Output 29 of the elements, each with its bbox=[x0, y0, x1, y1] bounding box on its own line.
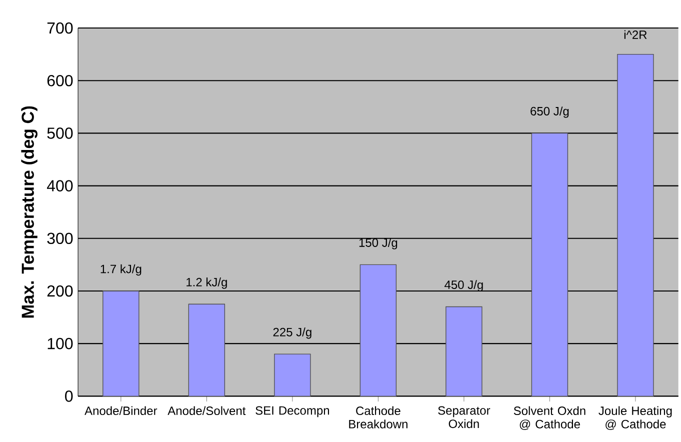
x-tick-label: Anode/Binder bbox=[84, 406, 158, 415]
x-tick-label: Solvent Oxdn @ Cathode bbox=[514, 406, 586, 430]
annotation: 1.7 kJ/g bbox=[100, 264, 142, 276]
y-tick-label: 0 bbox=[65, 390, 73, 402]
y-tick-label: 100 bbox=[48, 338, 73, 350]
annotation: i^2R bbox=[624, 30, 647, 39]
x-tick-label: Anode/Solvent bbox=[168, 406, 246, 415]
bar bbox=[102, 290, 140, 396]
y-tick-label: 600 bbox=[47, 74, 73, 86]
y-tick-label: 400 bbox=[46, 180, 73, 192]
x-tick-label: Cathode Breakdown bbox=[349, 406, 408, 428]
x-tick-label: Joule Heating @ Cathode bbox=[598, 406, 672, 430]
annotation: 150 J/g bbox=[359, 238, 398, 250]
x-tick-label: SEI Decompn bbox=[256, 406, 330, 418]
bar bbox=[274, 354, 311, 396]
y-tick-label: 200 bbox=[47, 285, 73, 297]
x-tick-label: Separator Oxidn bbox=[438, 406, 490, 428]
bar bbox=[360, 264, 397, 396]
bar bbox=[188, 304, 226, 396]
y-tick-label: 700 bbox=[47, 22, 73, 34]
annotation: 225 J/g bbox=[273, 327, 312, 339]
annotation: 650 J/g bbox=[530, 106, 569, 118]
y-axis-title: Max. Temperature (deg C) bbox=[21, 106, 38, 318]
y-tick-label: 500 bbox=[47, 127, 73, 139]
bar bbox=[617, 54, 654, 396]
bar bbox=[531, 132, 568, 396]
annotation: 1.2 kJ/g bbox=[186, 277, 227, 289]
bar bbox=[446, 306, 482, 396]
y-tick-label: 300 bbox=[47, 232, 73, 244]
